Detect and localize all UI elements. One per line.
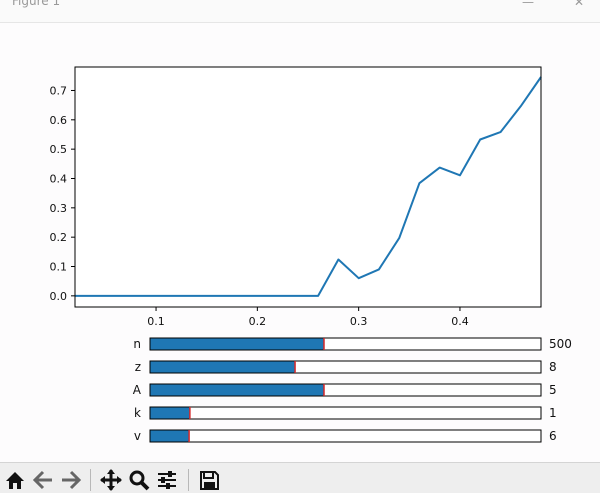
slider-value-k: 1	[549, 406, 557, 420]
y-tick-label: 0.5	[50, 143, 68, 156]
forward-arrow-icon	[60, 469, 82, 491]
y-tick-label: 0.1	[50, 261, 68, 274]
line-chart-axes: 0.1 0.2 0.3 0.4 0.0 0.1 0.2 0.3 0.4 0.5 0.6 0.7	[50, 67, 542, 328]
minimize-button[interactable]: —	[522, 0, 534, 9]
slider-value-v: 6	[549, 429, 557, 443]
slider-fill-A	[150, 384, 324, 396]
slider-label-A: A	[133, 383, 142, 397]
slider-fill-z	[150, 361, 295, 373]
x-tick-label: 0.2	[249, 315, 267, 328]
slider-value-z: 8	[549, 360, 557, 374]
plot-area	[75, 67, 541, 307]
slider-panel: n 500 z 8 A 5 k 1 v 6	[133, 337, 572, 443]
close-button[interactable]: ✕	[574, 0, 584, 9]
y-tick-label: 0.3	[50, 202, 68, 215]
slider-track-k[interactable]	[150, 407, 541, 419]
home-button[interactable]	[4, 469, 26, 493]
y-tick-label: 0.7	[50, 84, 68, 97]
pan-button[interactable]	[100, 469, 122, 493]
y-tick-label: 0.6	[50, 114, 68, 127]
slider-fill-n	[150, 338, 324, 350]
slider-label-k: k	[134, 406, 141, 420]
slider-fill-v	[150, 430, 189, 442]
home-icon	[4, 469, 26, 491]
x-tick-label: 0.1	[147, 315, 165, 328]
zoom-button[interactable]	[128, 469, 150, 493]
save-icon	[198, 469, 220, 491]
y-tick-label: 0.2	[50, 231, 68, 244]
save-button[interactable]	[198, 469, 220, 493]
y-tick-label: 0.4	[50, 172, 68, 185]
slider-label-z: z	[135, 360, 141, 374]
configure-subplots-button[interactable]	[156, 469, 178, 493]
x-tick-label: 0.3	[350, 315, 368, 328]
window-titlebar: Figure 1 — ✕	[0, 0, 600, 23]
pan-icon	[100, 469, 122, 491]
slider-fill-k	[150, 407, 190, 419]
slider-track-v[interactable]	[150, 430, 541, 442]
slider-label-v: v	[134, 429, 141, 443]
window-title: Figure 1	[12, 0, 60, 8]
slider-label-n: n	[133, 337, 141, 351]
back-arrow-icon	[32, 469, 54, 491]
back-button[interactable]	[32, 469, 54, 493]
zoom-icon	[128, 469, 150, 491]
toolbar-separator	[188, 469, 189, 491]
x-tick-label: 0.4	[451, 315, 469, 328]
toolbar-separator	[90, 469, 91, 491]
navigation-toolbar	[0, 462, 600, 493]
configure-subplots-icon	[156, 469, 178, 491]
slider-value-A: 5	[549, 383, 557, 397]
forward-button[interactable]	[60, 469, 82, 493]
y-tick-label: 0.0	[50, 290, 68, 303]
slider-value-n: 500	[549, 337, 572, 351]
